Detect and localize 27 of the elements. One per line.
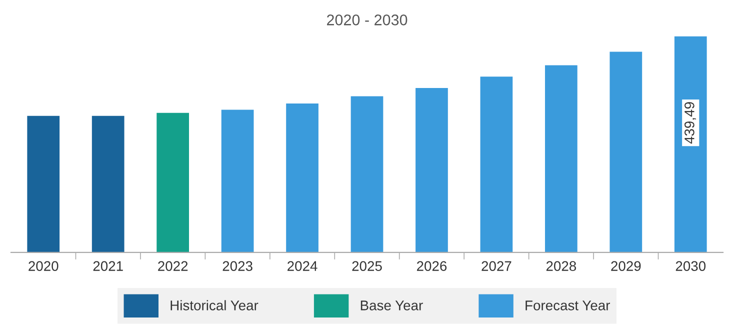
bar [610,52,642,252]
bar [544,65,578,252]
bar [221,110,254,252]
x-tick-label: 2028 [546,261,576,271]
bar [350,96,384,252]
legend-label: Forecast Year [526,300,610,310]
bar [480,76,513,252]
x-tick-label: 2020 [28,261,58,271]
bar [156,112,190,252]
legend-label: Base Year [360,300,423,310]
x-tick-label: 2025 [352,261,382,271]
bar [286,104,318,252]
x-tick-label: 2027 [482,261,512,271]
chart-title: 2020 - 2030 [326,14,408,26]
x-tick-label: 2022 [158,261,188,271]
legend-label: Historical Year [170,300,258,310]
x-tick-label: 2024 [288,261,318,271]
bar [27,116,60,252]
x-tick-label: 2021 [93,261,123,271]
x-tick-label: 2026 [416,261,447,271]
bar [416,88,448,252]
x-tick-label: 2029 [611,261,641,271]
bar [92,116,124,252]
x-tick-label: 2023 [222,261,252,271]
data-label: 439,49 [684,102,696,144]
bar [674,36,707,252]
x-tick-label: 2030 [676,261,706,271]
